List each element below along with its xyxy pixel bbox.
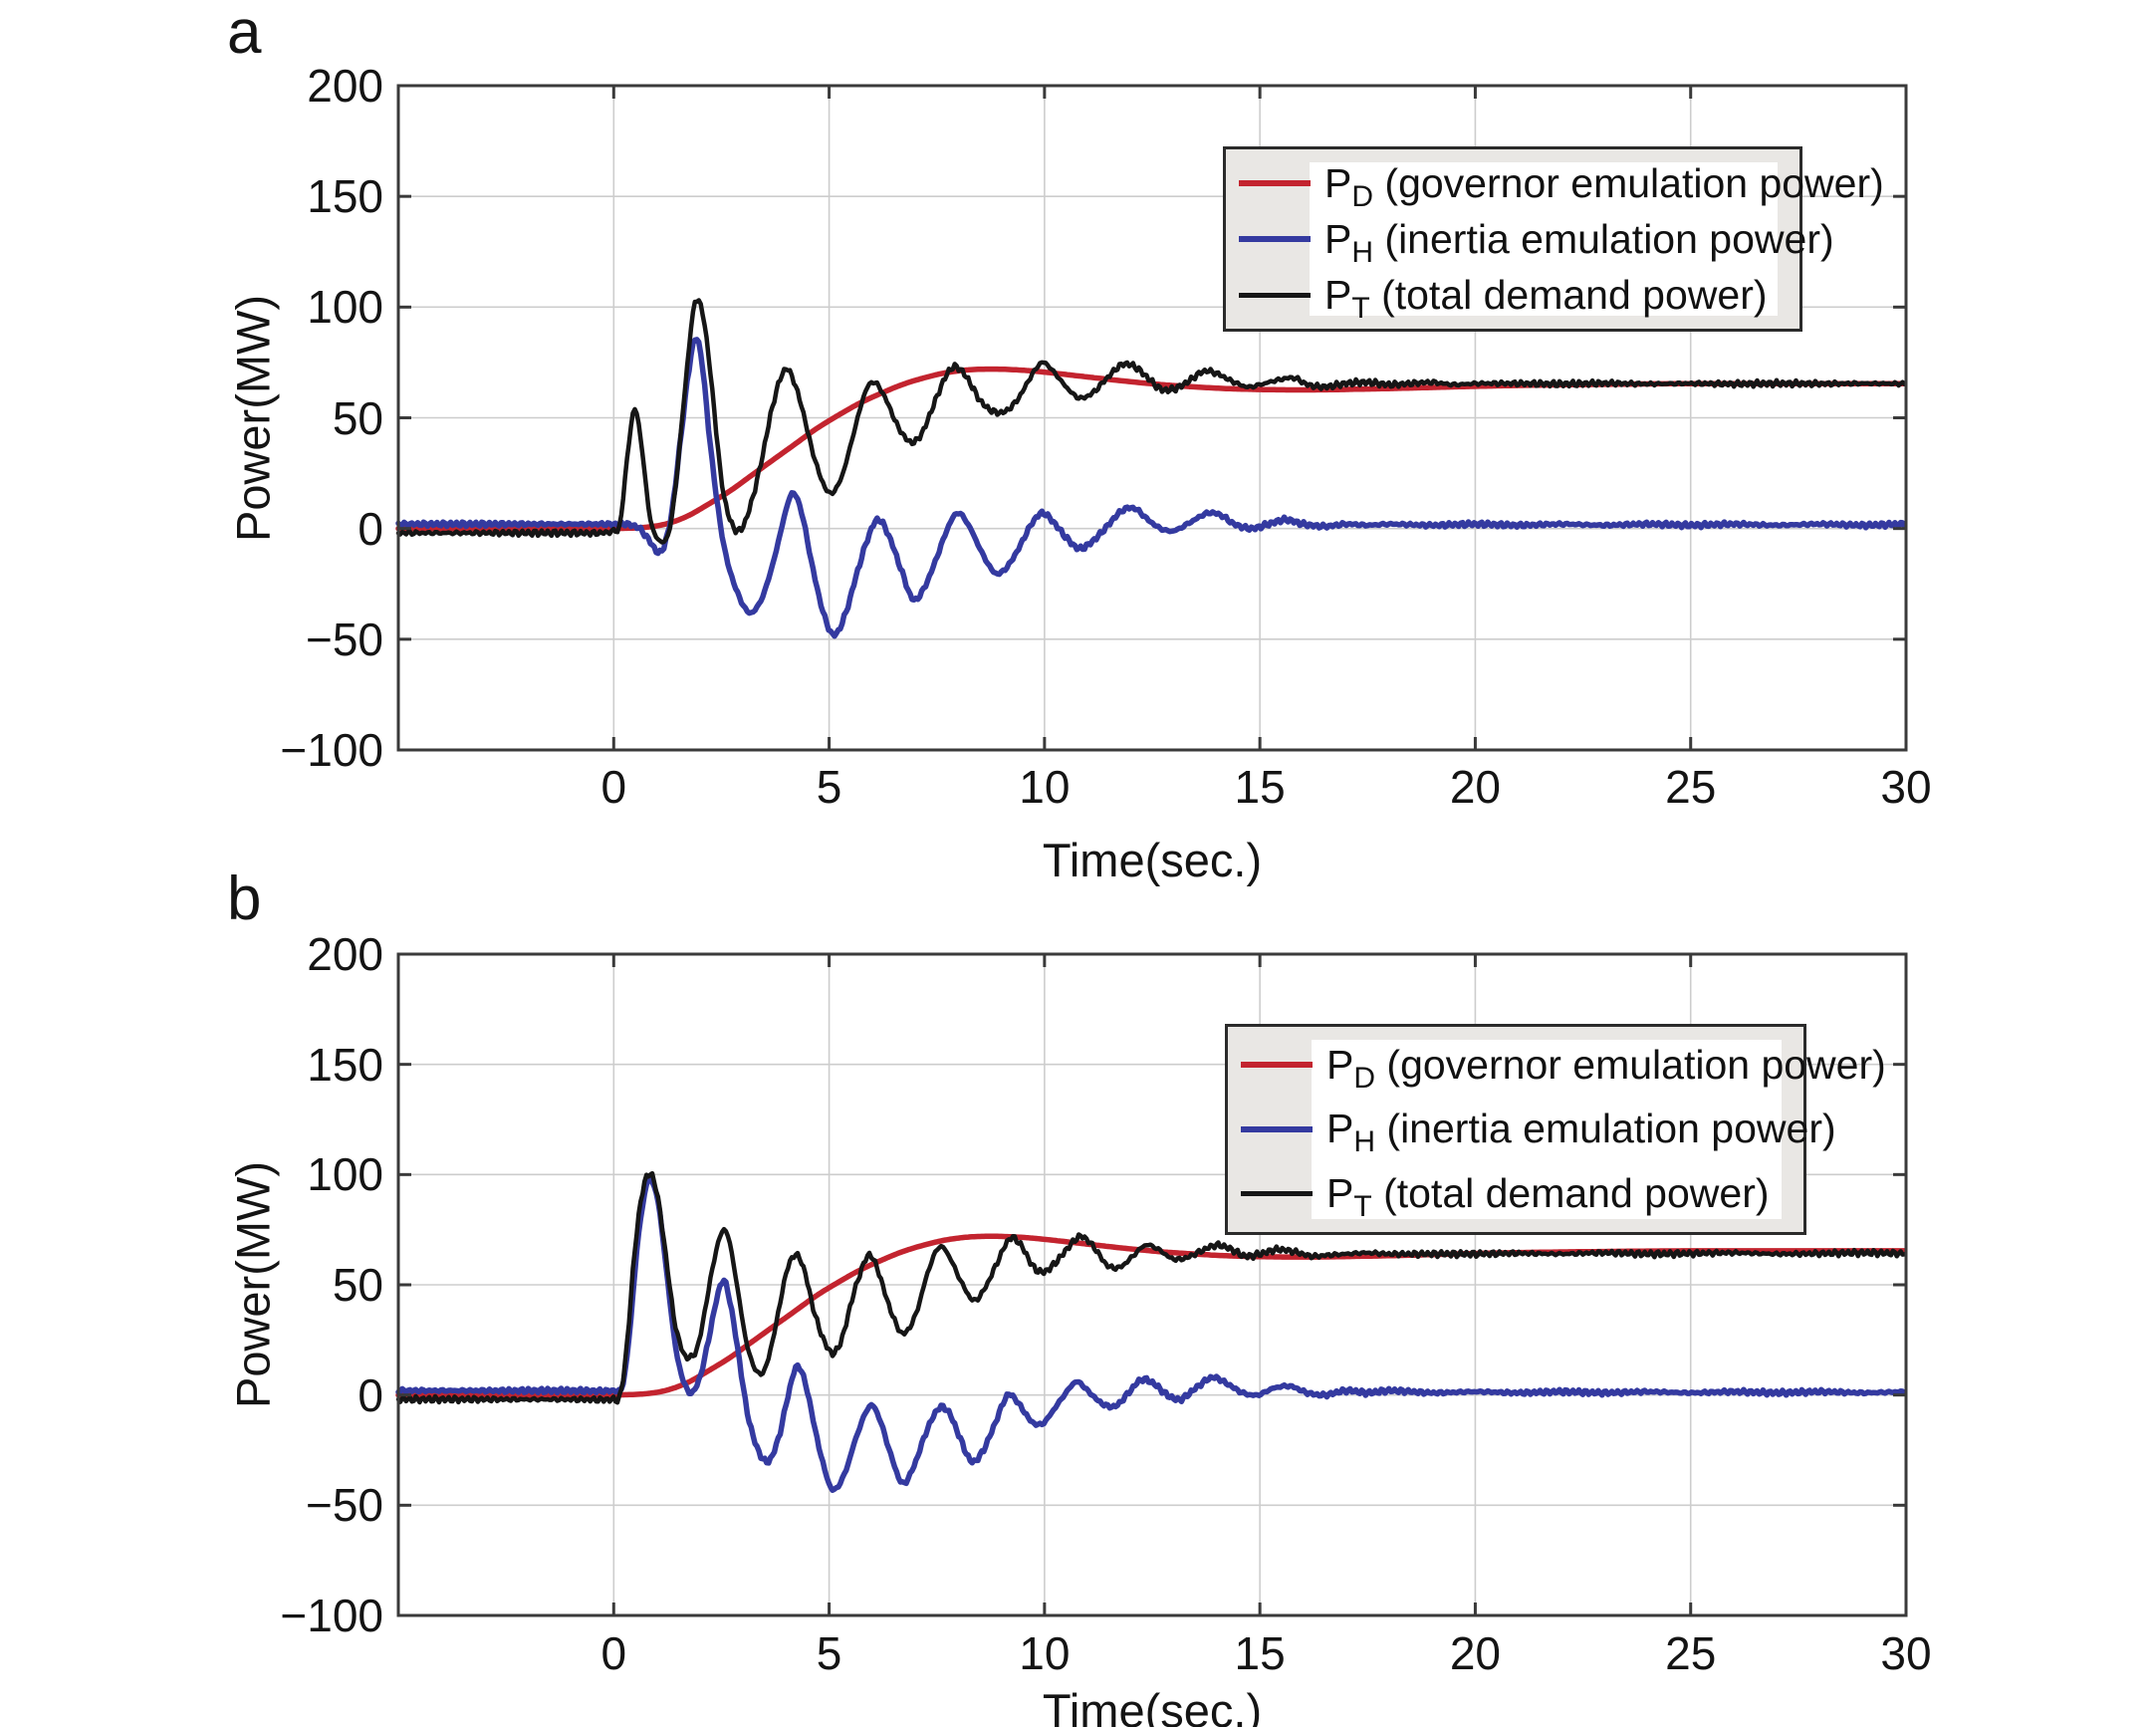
- panel-a-series-pt-line: [395, 298, 1907, 545]
- panel-b-x-tick-label: 20: [1449, 1627, 1501, 1679]
- panel-a-x-tick-label: 30: [1880, 761, 1932, 813]
- legend-line-sample-pt: [1241, 1191, 1313, 1197]
- legend-text-background: [1310, 162, 1778, 316]
- panel-b-x-tick-label: 0: [600, 1627, 627, 1679]
- legend-label-pd: PD (governor emulation power): [1324, 159, 1884, 213]
- panel-a-x-tick-label: 10: [1019, 761, 1071, 813]
- legend-label-pd: PD (governor emulation power): [1326, 1041, 1886, 1096]
- panel-b-x-axis-title: Time(sec.): [1042, 1684, 1263, 1727]
- legend-label-pt: PT (total demand power): [1324, 271, 1768, 325]
- panel-a-y-tick-label: −50: [305, 613, 383, 665]
- legend-line-sample-pd: [1241, 1062, 1313, 1069]
- legend-item-pd: PD (governor emulation power): [1228, 1039, 1886, 1094]
- panel-b-x-tick-label: 5: [816, 1627, 842, 1679]
- panel-b-x-tick-label: 10: [1019, 1627, 1071, 1679]
- legend-line-sample-pt: [1239, 292, 1311, 298]
- legend-item-pt: PT (total demand power): [1226, 269, 1799, 325]
- panel-b-legend: PD (governor emulation power) PH (inertia…: [1225, 1024, 1886, 1235]
- panel-b-axis-box: [396, 952, 1908, 1617]
- panel-a-axis-box: [396, 84, 1908, 752]
- panel-a-x-axis-title: Time(sec.): [1042, 834, 1263, 886]
- legend-line-sample-pd: [1239, 180, 1311, 186]
- panel-a-y-tick-label: −100: [280, 724, 383, 776]
- panel-b-x-tick-label: 30: [1880, 1627, 1932, 1679]
- legend-label-ph: PH (inertia emulation power): [1324, 215, 1834, 269]
- panel-a-x-tick-label: 20: [1449, 761, 1501, 813]
- legend-item-ph: PH (inertia emulation power): [1226, 213, 1834, 267]
- panel-b-letter: b: [227, 864, 262, 933]
- panel-b-x-tick-label: 25: [1665, 1627, 1717, 1679]
- legend-item-pd: PD (governor emulation power): [1226, 157, 1884, 211]
- panel-a-x-tick-label: 25: [1665, 761, 1717, 813]
- panel-b-y-tick-label: 0: [358, 1368, 383, 1421]
- panel-a-letter: a: [227, 0, 262, 67]
- legend-label-pt: PT (total demand power): [1326, 1170, 1770, 1224]
- legend-line-sample-ph: [1241, 1125, 1313, 1132]
- legend-label-ph: PH (inertia emulation power): [1326, 1106, 1836, 1159]
- panel-a-y-tick-label: 200: [307, 60, 383, 112]
- panel-b-y-tick-label: −50: [305, 1479, 383, 1532]
- legend-item-pt: PT (total demand power): [1228, 1168, 1803, 1224]
- legend-line-sample-ph: [1239, 236, 1311, 242]
- panel-b-y-tick-label: 200: [307, 928, 383, 980]
- panel-a-y-tick-label: 100: [307, 281, 383, 334]
- panel-a-x-tick-label: 15: [1234, 761, 1286, 813]
- panel-a-x-tick-label: 5: [816, 761, 842, 813]
- panel-a-y-tick-label: 50: [332, 391, 383, 444]
- panel-a-y-tick-label: 150: [307, 170, 383, 223]
- panel-b-y-tick-label: −100: [280, 1590, 383, 1641]
- panel-a-legend: PD (governor emulation power) PH (inertia…: [1223, 146, 1884, 332]
- panel-b-y-tick-label: 100: [307, 1148, 383, 1201]
- panel-a-y-tick-label: 0: [358, 502, 383, 555]
- panel-a-x-tick-label: 0: [600, 761, 627, 813]
- panel-b-series-pt-line: [395, 1170, 1907, 1405]
- panel-b-series-pd-line: [395, 1233, 1908, 1398]
- panel-a-series-ph-line: [395, 337, 1908, 639]
- panel-b-y-tick-label: 150: [307, 1038, 383, 1091]
- panel-b-y-tick-label: 50: [332, 1259, 383, 1311]
- legend-item-ph: PH (inertia emulation power): [1228, 1104, 1836, 1157]
- panel-b-series-ph-line: [395, 1176, 1908, 1494]
- legend-text-background: [1312, 1040, 1782, 1219]
- panel-b-x-tick-label: 15: [1234, 1627, 1286, 1679]
